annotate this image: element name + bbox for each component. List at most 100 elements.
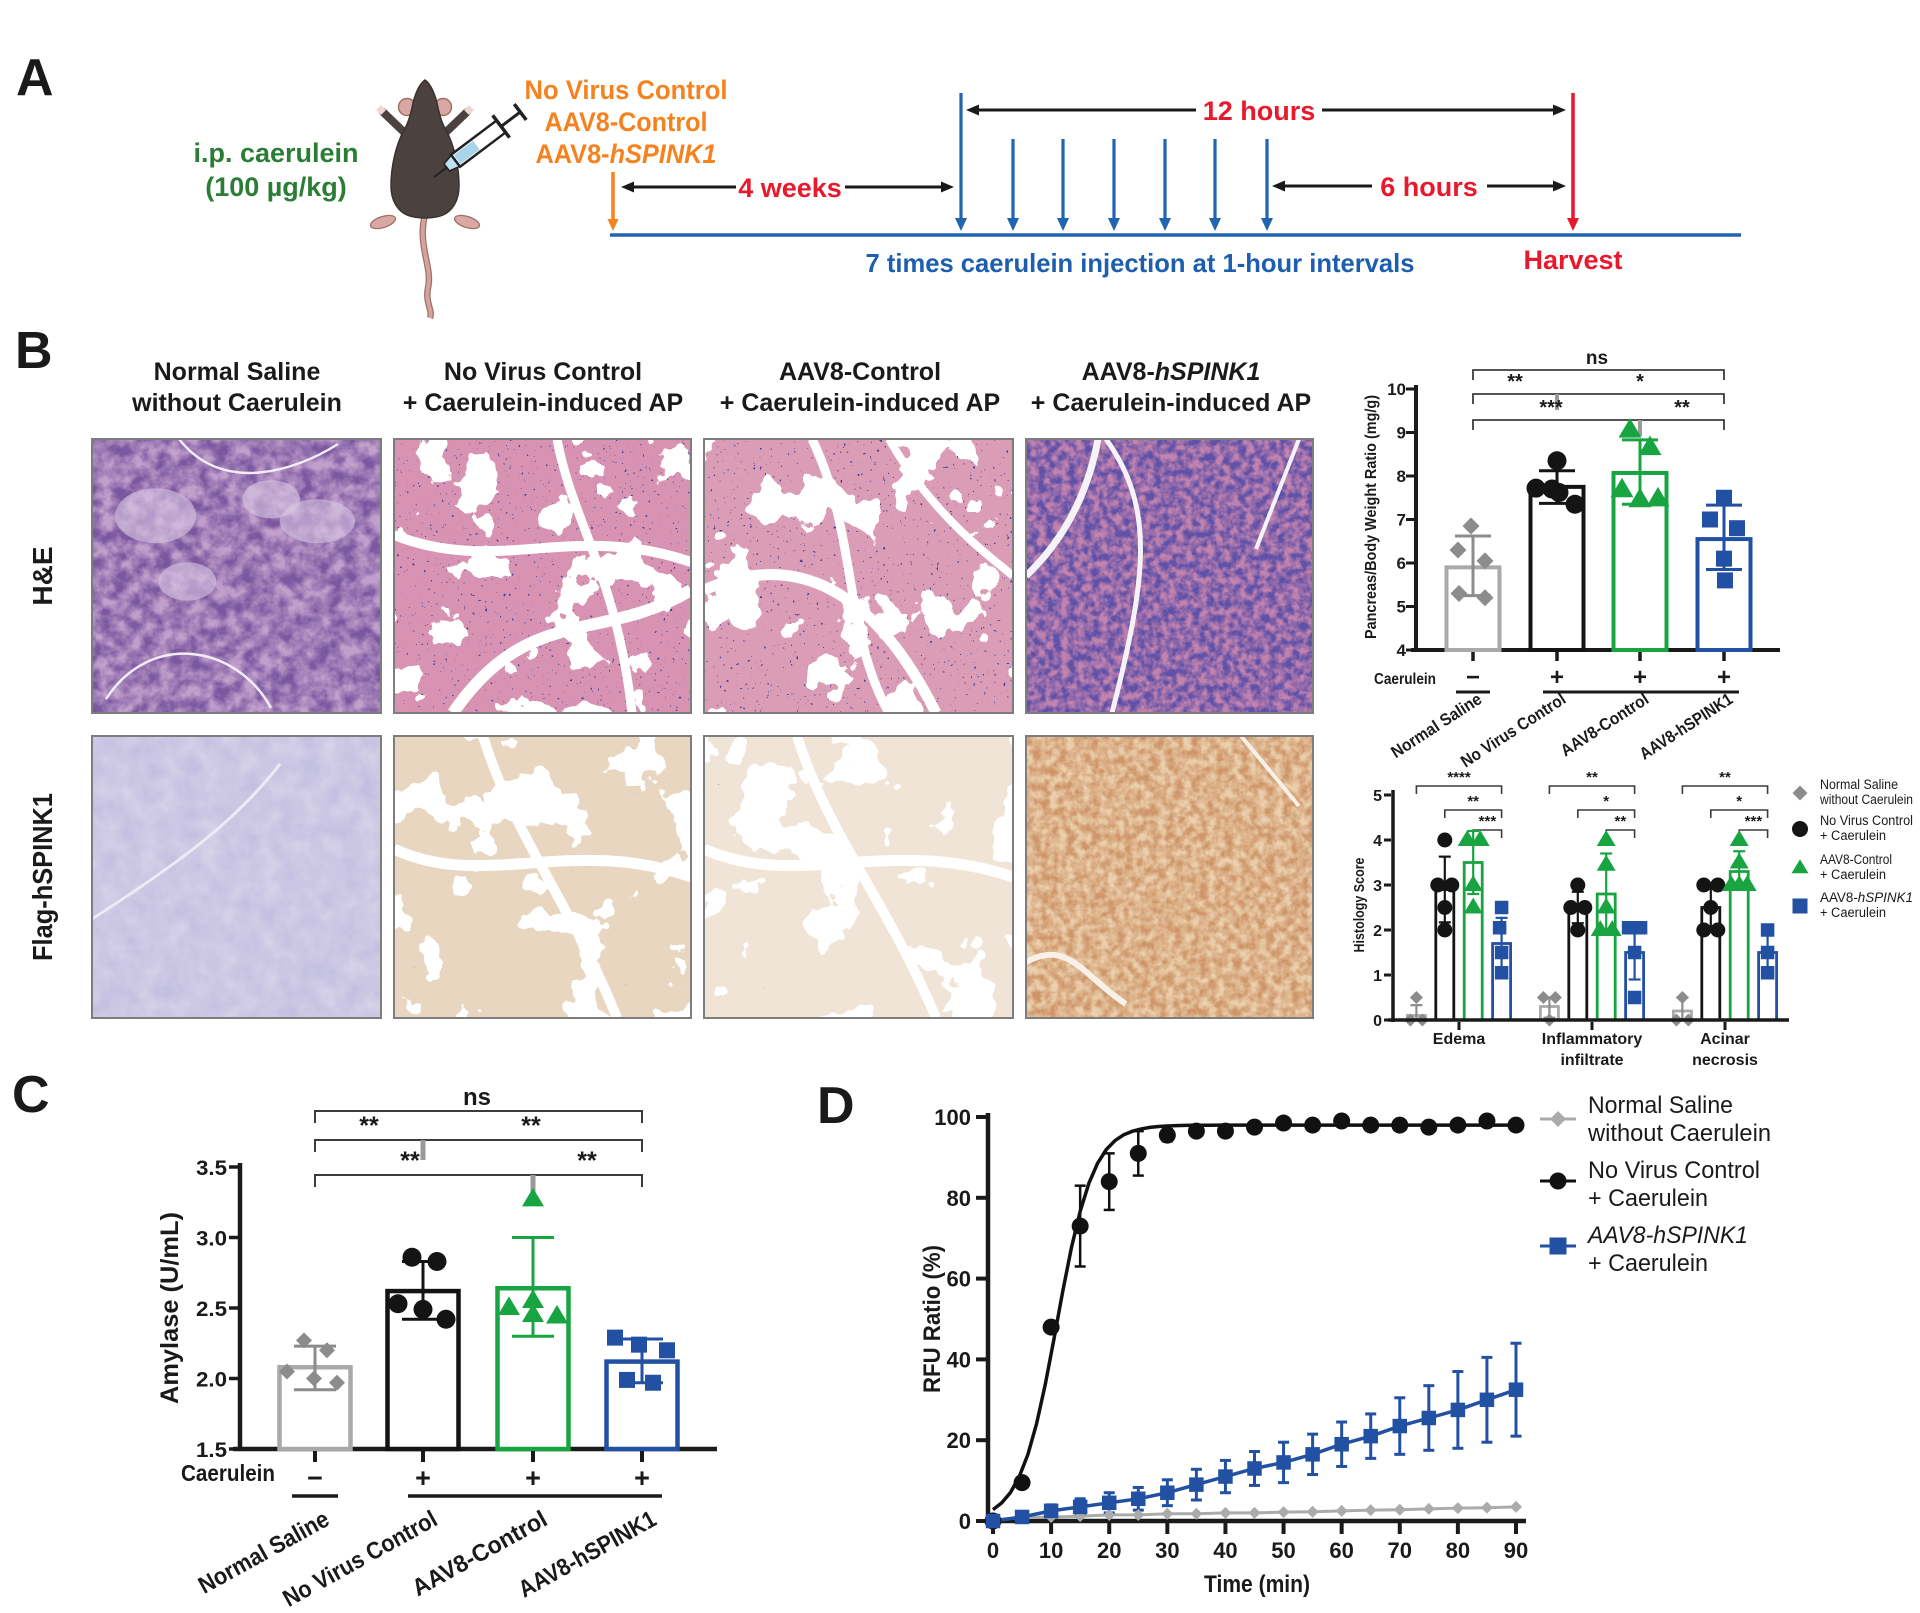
svg-text:Inflammatory: Inflammatory xyxy=(1542,1031,1643,1048)
svg-text:ns: ns xyxy=(1586,348,1608,369)
svg-text:4: 4 xyxy=(1397,641,1407,660)
svg-text:*: * xyxy=(1736,793,1742,810)
svg-text:**: ** xyxy=(359,1112,379,1140)
svg-text:**: ** xyxy=(1507,371,1523,393)
svg-text:4 weeks: 4 weeks xyxy=(738,173,842,203)
svg-text:*: * xyxy=(1603,793,1609,810)
svg-text:3: 3 xyxy=(1373,878,1382,895)
svg-text:AAV8-Control: AAV8-Control xyxy=(1820,852,1892,867)
svg-text:10: 10 xyxy=(1387,380,1406,399)
svg-text:D: D xyxy=(817,1077,855,1135)
svg-text:50: 50 xyxy=(1271,1538,1295,1563)
svg-text:+ Caerulein: + Caerulein xyxy=(1820,828,1886,843)
svg-text:12 hours: 12 hours xyxy=(1203,96,1316,126)
svg-text:+ Caerulein-induced AP: + Caerulein-induced AP xyxy=(1031,389,1311,417)
svg-text:AAV8-Control: AAV8-Control xyxy=(779,358,941,386)
svg-text:Edema: Edema xyxy=(1433,1031,1486,1048)
svg-text:+: + xyxy=(525,1463,541,1493)
svg-text:Caerulein: Caerulein xyxy=(1374,671,1436,688)
svg-text:No Virus Control: No Virus Control xyxy=(1820,813,1913,828)
svg-text:infiltrate: infiltrate xyxy=(1560,1052,1623,1069)
svg-text:+ Caerulein: + Caerulein xyxy=(1820,905,1886,920)
svg-text:−: − xyxy=(1466,664,1480,691)
svg-text:AAV8-hSPINK1: AAV8-hSPINK1 xyxy=(536,139,717,169)
svg-text:2: 2 xyxy=(1373,923,1382,940)
svg-text:7: 7 xyxy=(1397,511,1406,530)
svg-text:Pancreas/Body Weight Ratio (mg: Pancreas/Body Weight Ratio (mg/g) xyxy=(1363,395,1380,639)
svg-text:−: − xyxy=(307,1463,323,1493)
svg-text:1: 1 xyxy=(1373,968,1382,985)
svg-text:Caerulein: Caerulein xyxy=(181,1460,275,1486)
svg-text:AAV8-hSPINK1: AAV8-hSPINK1 xyxy=(1586,1222,1748,1249)
svg-text:9: 9 xyxy=(1397,424,1406,443)
svg-text:+ Caerulein: + Caerulein xyxy=(1820,867,1886,882)
svg-text:40: 40 xyxy=(947,1347,971,1372)
svg-text:30: 30 xyxy=(1155,1538,1179,1563)
svg-text:10: 10 xyxy=(1039,1538,1063,1563)
svg-text:necrosis: necrosis xyxy=(1692,1052,1758,1069)
svg-text:Harvest: Harvest xyxy=(1523,245,1622,275)
svg-text:8: 8 xyxy=(1397,467,1406,486)
svg-text:Normal Saline: Normal Saline xyxy=(154,358,321,386)
svg-text:3.5: 3.5 xyxy=(196,1157,227,1180)
svg-text:20: 20 xyxy=(1097,1538,1121,1563)
svg-text:without Caerulein: without Caerulein xyxy=(131,389,342,417)
svg-text:+: + xyxy=(1550,664,1564,691)
svg-text:1.5: 1.5 xyxy=(196,1439,227,1462)
svg-text:+ Caerulein: + Caerulein xyxy=(1588,1250,1708,1277)
svg-text:+: + xyxy=(415,1463,431,1493)
svg-text:Acinar: Acinar xyxy=(1700,1031,1750,1048)
svg-text:without Caerulein: without Caerulein xyxy=(1819,792,1913,807)
svg-text:RFU Ratio (%): RFU Ratio (%) xyxy=(919,1245,946,1393)
svg-text:**: ** xyxy=(1674,397,1690,419)
svg-text:**: ** xyxy=(577,1147,597,1175)
svg-text:*: * xyxy=(1636,371,1644,393)
svg-text:Flag-hSPINK1: Flag-hSPINK1 xyxy=(27,793,58,961)
svg-text:40: 40 xyxy=(1213,1538,1237,1563)
svg-text:Time (min): Time (min) xyxy=(1204,1571,1310,1598)
svg-text:Histology Score: Histology Score xyxy=(1351,858,1368,953)
svg-text:Normal Saline: Normal Saline xyxy=(1820,777,1898,792)
svg-text:90: 90 xyxy=(1504,1538,1528,1563)
svg-text:AAV8-Control: AAV8-Control xyxy=(545,107,708,137)
svg-text:3.0: 3.0 xyxy=(196,1228,227,1251)
svg-text:70: 70 xyxy=(1388,1538,1412,1563)
svg-text:6 hours: 6 hours xyxy=(1380,172,1478,202)
svg-text:7 times caerulein injection at: 7 times caerulein injection at 1-hour in… xyxy=(866,248,1415,278)
svg-text:AAV8-hSPINK1: AAV8-hSPINK1 xyxy=(1082,358,1261,386)
svg-text:A: A xyxy=(16,49,54,107)
svg-text:No Virus Control: No Virus Control xyxy=(1588,1157,1760,1184)
svg-text:***: *** xyxy=(1479,813,1497,830)
svg-text:2.0: 2.0 xyxy=(196,1369,227,1392)
svg-text:5: 5 xyxy=(1397,598,1406,617)
svg-text:80: 80 xyxy=(947,1186,971,1211)
svg-text:ns: ns xyxy=(463,1084,491,1111)
svg-text:**: ** xyxy=(1467,793,1479,810)
svg-text:+: + xyxy=(1717,664,1731,691)
svg-text:0: 0 xyxy=(959,1509,971,1534)
svg-text:60: 60 xyxy=(947,1267,971,1292)
svg-text:**: ** xyxy=(521,1112,541,1140)
svg-text:**: ** xyxy=(400,1147,420,1175)
svg-text:(100 µg/kg): (100 µg/kg) xyxy=(205,172,347,202)
svg-text:+ Caerulein: + Caerulein xyxy=(1588,1185,1708,1212)
svg-text:**: ** xyxy=(1615,813,1627,830)
svg-text:No Virus Control: No Virus Control xyxy=(525,75,728,105)
svg-text:Amylase (U/mL): Amylase (U/mL) xyxy=(156,1212,184,1404)
svg-text:AAV8-hSPINK1: AAV8-hSPINK1 xyxy=(1820,890,1913,905)
svg-text:**: ** xyxy=(1586,769,1598,786)
svg-text:6: 6 xyxy=(1397,554,1406,573)
svg-text:4: 4 xyxy=(1373,833,1382,850)
svg-text:B: B xyxy=(15,322,53,380)
svg-text:***: *** xyxy=(1745,813,1763,830)
svg-text:100: 100 xyxy=(934,1105,971,1130)
svg-text:Normal Saline: Normal Saline xyxy=(1588,1092,1733,1119)
svg-text:+ Caerulein-induced AP: + Caerulein-induced AP xyxy=(720,389,1000,417)
svg-text:H&E: H&E xyxy=(27,546,58,605)
svg-text:0: 0 xyxy=(987,1538,999,1563)
svg-text:**: ** xyxy=(1719,769,1731,786)
svg-text:20: 20 xyxy=(947,1428,971,1453)
svg-text:+: + xyxy=(634,1463,650,1493)
svg-text:***: *** xyxy=(1539,397,1563,419)
svg-text:2.5: 2.5 xyxy=(196,1298,227,1321)
